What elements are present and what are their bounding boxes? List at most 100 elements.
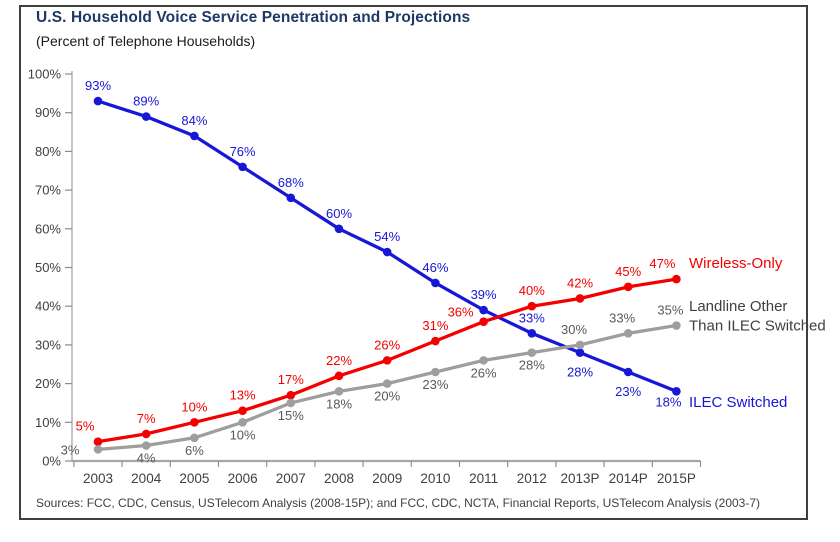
data-point <box>93 96 103 106</box>
data-point <box>431 367 440 377</box>
data-point <box>190 131 199 141</box>
data-point <box>238 418 247 427</box>
x-tick-label: 2005 <box>179 471 209 486</box>
data-point <box>286 390 296 400</box>
data-label: 5% <box>76 419 95 434</box>
data-label: 10% <box>181 399 207 414</box>
data-point <box>479 317 488 326</box>
data-point <box>141 441 151 450</box>
data-point <box>623 367 633 377</box>
data-label: 84% <box>181 113 207 128</box>
x-tick-label: 2007 <box>276 471 306 486</box>
data-point <box>334 224 344 234</box>
data-point <box>93 445 103 454</box>
data-point <box>672 387 681 396</box>
data-label: 68% <box>278 175 304 190</box>
data-label: 13% <box>230 388 256 403</box>
x-tick-label: 2015P <box>657 471 696 486</box>
data-point <box>382 356 392 365</box>
x-tick-label: 2003 <box>83 471 113 486</box>
y-tick-label: 70% <box>35 183 61 198</box>
y-tick-label: 20% <box>35 376 61 391</box>
data-label: 33% <box>609 310 635 325</box>
y-tick-label: 80% <box>35 144 61 159</box>
y-tick-label: 50% <box>35 260 61 275</box>
data-label: 35% <box>657 303 683 318</box>
data-point <box>93 437 103 446</box>
x-tick-label: 2006 <box>228 471 258 486</box>
data-label: 40% <box>519 283 545 298</box>
x-tick-label: 2004 <box>131 471 162 486</box>
data-point <box>382 247 392 257</box>
series-red-labels: 5% 7% 10% 13% 17% 22% 26% 31%36% 40% 42% 45% 47% Wir… <box>76 255 783 434</box>
data-label: 47% <box>649 256 675 271</box>
data-point <box>141 112 151 121</box>
y-tick-label: 10% <box>35 415 61 430</box>
x-tick-label: 2014P <box>609 471 648 486</box>
data-point <box>623 328 633 338</box>
data-point <box>286 398 296 408</box>
data-label: 28% <box>519 358 545 373</box>
y-tick-label: 100% <box>28 67 62 82</box>
data-label: 6% <box>185 443 204 458</box>
x-tick-label: 2011 <box>469 471 498 486</box>
data-label: 3% <box>61 442 80 457</box>
series-gray-labels: 3% 4% 6% 10% 15% 18% 20% 23% 26% 28% 30% 33% 35% Land… <box>61 298 826 466</box>
x-tick-label: 2009 <box>372 471 402 486</box>
data-label: 46% <box>422 260 448 275</box>
data-label: 42% <box>567 275 593 290</box>
data-point <box>431 278 440 288</box>
axes: 0% 10% 20% 30% 40% 50% 60% 70% 80% 90% 100% 2003 200… <box>28 67 702 486</box>
x-tick-label: 2008 <box>324 471 354 486</box>
chart-title: U.S. Household Voice Service Penetration… <box>36 9 471 26</box>
data-point <box>479 356 488 365</box>
data-label: 45% <box>615 264 641 279</box>
data-label: 30% <box>561 322 587 337</box>
series-name-label: Than ILEC Switched <box>689 318 826 335</box>
data-label: 76% <box>230 144 256 159</box>
y-tick-label: 60% <box>35 221 61 236</box>
data-label: 23% <box>422 377 448 392</box>
data-label: 89% <box>133 94 159 109</box>
series-name-label: ILEC Switched <box>689 394 787 411</box>
data-label: 26% <box>471 365 497 380</box>
data-label: 54% <box>374 229 400 244</box>
data-label: 7% <box>137 411 156 426</box>
data-label: 28% <box>567 365 593 380</box>
data-point <box>479 305 488 315</box>
data-point <box>382 379 392 388</box>
data-point <box>238 406 247 415</box>
data-point <box>672 274 681 284</box>
series-blue-labels: 93% 89% 84% 76% 68% 60% 54% 46% 39% 33% 28% 23% 18% I… <box>85 78 787 411</box>
data-point <box>672 321 681 330</box>
data-label: 39% <box>471 287 497 302</box>
data-point <box>575 340 585 350</box>
x-tick-label: 2010 <box>420 471 450 486</box>
data-point <box>431 336 440 346</box>
x-tick-label: 2013P <box>560 471 599 486</box>
data-point <box>190 433 199 443</box>
data-label: 33% <box>519 310 545 325</box>
y-tick-label: 0% <box>42 454 61 469</box>
data-label: 31% <box>422 318 448 333</box>
data-point <box>527 348 537 357</box>
data-label: 20% <box>374 389 400 404</box>
data-label: 18% <box>326 396 352 411</box>
data-label: 10% <box>230 427 256 442</box>
series-name-label: Landline Other <box>689 298 787 315</box>
data-point <box>334 387 344 396</box>
chart-subtitle: (Percent of Telephone Households) <box>36 33 256 49</box>
data-label: 93% <box>85 78 111 93</box>
data-label: 23% <box>615 384 641 399</box>
sources-note: Sources: FCC, CDC, Census, USTelecom Ana… <box>36 496 761 510</box>
data-label: 15% <box>278 408 304 423</box>
data-point <box>286 193 296 203</box>
data-label: 60% <box>326 206 352 221</box>
series-gray-line <box>93 321 681 454</box>
data-label: 18% <box>655 394 681 409</box>
data-label: 36% <box>448 305 474 320</box>
series-blue-line <box>93 96 681 396</box>
series-name-label: Wireless-Only <box>689 255 783 272</box>
